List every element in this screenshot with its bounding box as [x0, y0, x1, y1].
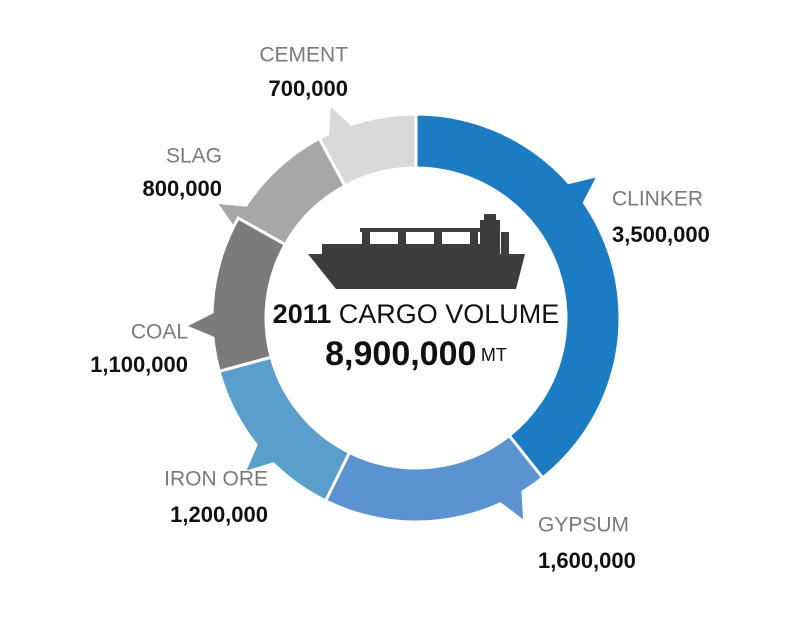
- category-label: IRON ORE: [164, 468, 268, 491]
- segment: [236, 136, 347, 247]
- category-label: SLAG: [166, 145, 222, 168]
- pointer: [499, 490, 524, 520]
- center-title: 2011 CARGO VOLUME: [273, 299, 560, 329]
- value-label: 3,500,000: [612, 222, 710, 247]
- pointer: [567, 177, 596, 204]
- pointer: [218, 204, 248, 228]
- category-label: CEMENT: [259, 44, 348, 67]
- value-label: 1,600,000: [538, 548, 636, 573]
- segment: [210, 216, 288, 374]
- value-label: 700,000: [268, 76, 348, 101]
- center-text: CARGO VOLUME: [339, 299, 560, 329]
- segment-group: [218, 136, 347, 247]
- ship-icon: [308, 214, 525, 289]
- category-label: COAL: [131, 321, 188, 344]
- segment-group: [217, 355, 352, 503]
- segment-group: [323, 433, 545, 524]
- value-label: 1,200,000: [170, 502, 268, 527]
- category-label: GYPSUM: [538, 514, 629, 537]
- pointer: [188, 312, 215, 338]
- center-total: 8,900,000 MT: [325, 335, 507, 373]
- segment: [217, 355, 352, 503]
- segment: [323, 433, 545, 524]
- pointer: [329, 106, 352, 136]
- segment: [414, 112, 622, 480]
- value-label: 1,100,000: [90, 352, 188, 377]
- category-label: CLINKER: [612, 188, 703, 211]
- segment-group: [188, 216, 288, 374]
- pointer: [246, 443, 275, 471]
- value-label: 800,000: [142, 176, 222, 201]
- total: 8,900,000: [325, 335, 476, 373]
- unit: MT: [481, 345, 507, 365]
- segment-group: [414, 112, 622, 480]
- center-year: 2011: [273, 299, 332, 329]
